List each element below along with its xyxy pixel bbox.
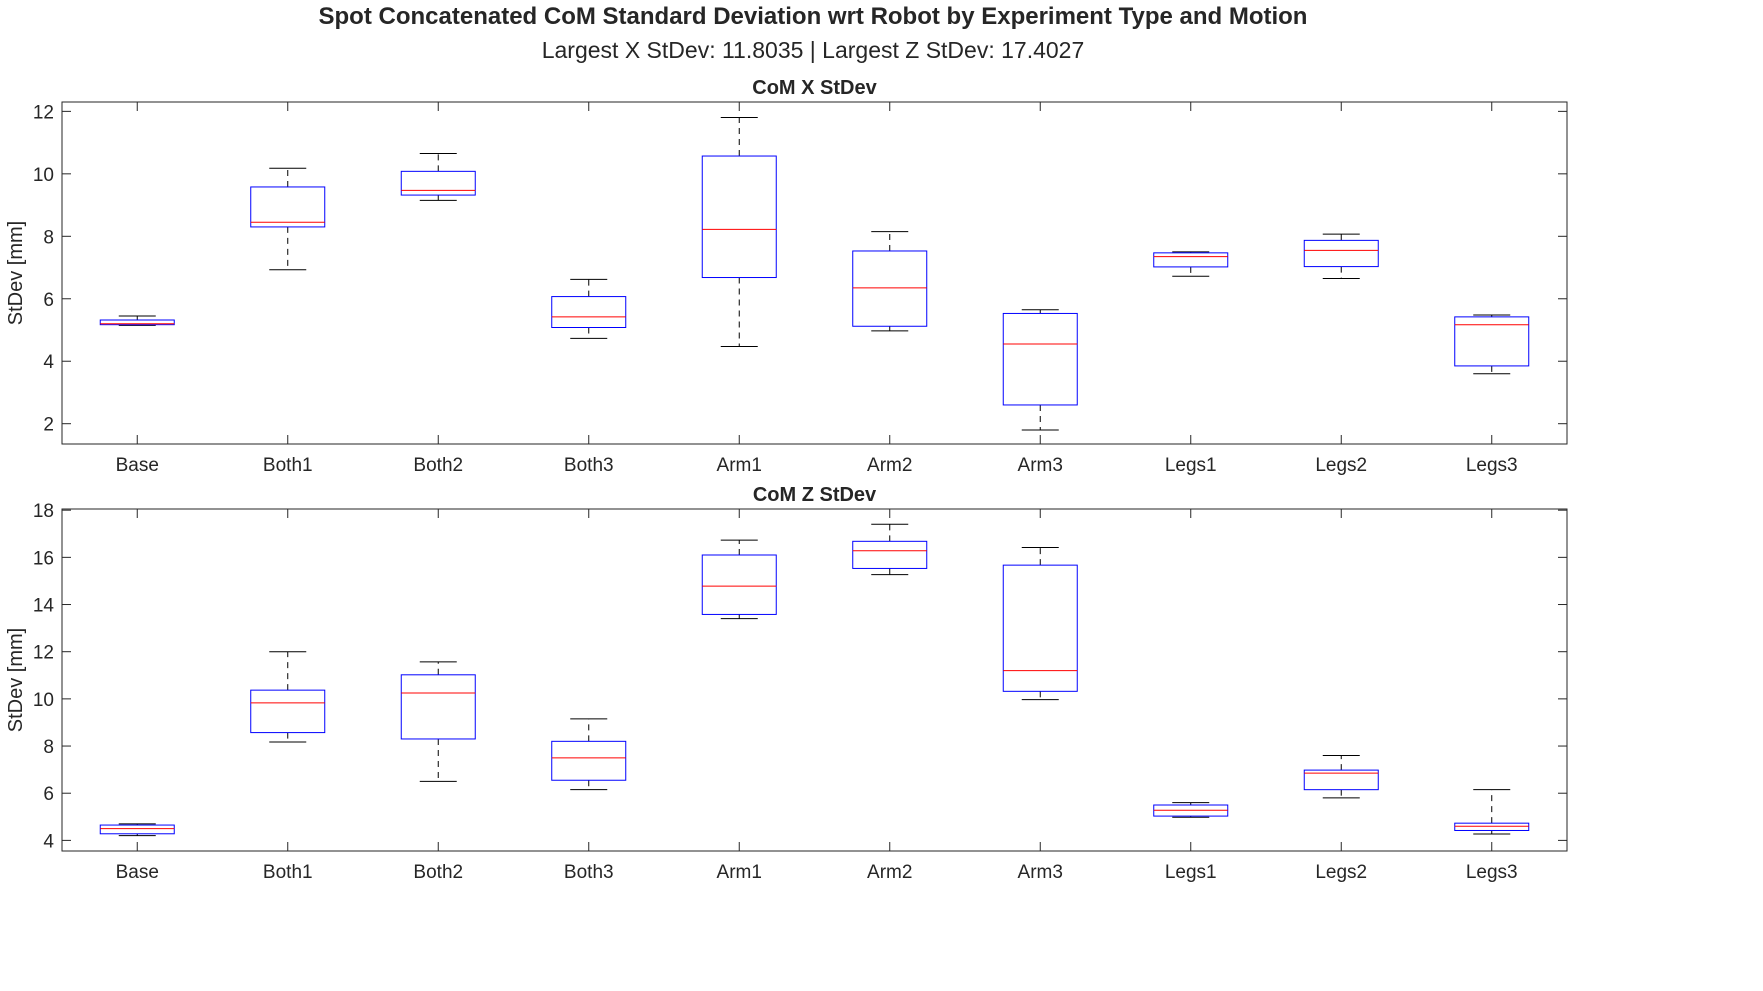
iqr-box	[1303, 239, 1379, 268]
y-tick-label: 12	[33, 643, 54, 664]
figure-title: Spot Concatenated CoM Standard Deviation…	[318, 3, 1308, 30]
x-tick-label: Legs1	[1165, 862, 1217, 883]
iqr-box	[1454, 822, 1530, 831]
y-tick-label: 14	[33, 596, 55, 617]
x-tick-label: Legs3	[1466, 862, 1518, 883]
iqr-box	[701, 554, 777, 615]
x-tick-label: Both1	[263, 862, 313, 883]
box-legs3	[1454, 314, 1530, 375]
x-tick-label: Arm1	[717, 862, 762, 883]
subplot-title: CoM Z StDev	[753, 484, 877, 506]
iqr-box	[1002, 312, 1078, 406]
box-base	[99, 823, 175, 837]
iqr-box	[551, 740, 627, 781]
subplot-1: 2 4 6 8 10 12 Base Both1 Both2 Both3 Arm1 Arm2 Arm3 L…	[5, 77, 1568, 476]
iqr-box	[250, 186, 326, 228]
box-legs1	[1153, 251, 1229, 277]
y-tick-label: 4	[43, 352, 54, 373]
box-arm2	[852, 231, 928, 332]
y-tick-label: 16	[33, 548, 54, 569]
box-both3	[551, 278, 627, 339]
y-tick-label: 10	[33, 690, 54, 711]
x-tick-label: Both2	[413, 862, 463, 883]
figure-subtitle: Largest X StDev: 11.8035 | Largest Z StD…	[541, 37, 1085, 63]
box-both1	[250, 167, 326, 271]
axes-frame	[61, 101, 1568, 445]
x-tick-label: Arm2	[867, 862, 912, 883]
box-arm3	[1002, 546, 1078, 701]
box-arm2	[852, 523, 928, 576]
x-tick-label: Both2	[413, 455, 463, 476]
x-tick-label: Legs1	[1165, 455, 1217, 476]
y-tick-label: 6	[43, 290, 54, 311]
x-tick-label: Arm3	[1018, 455, 1063, 476]
x-tick-label: Both3	[564, 862, 614, 883]
x-tick-label: Legs3	[1466, 455, 1518, 476]
box-both2	[400, 661, 476, 782]
iqr-box	[701, 155, 777, 279]
x-tick-label: Base	[116, 455, 159, 476]
y-tick-label: 2	[43, 415, 54, 436]
box-legs2	[1303, 233, 1379, 279]
y-tick-label: 6	[43, 784, 54, 805]
iqr-box	[551, 296, 627, 329]
box-both2	[400, 153, 476, 201]
y-axis-label: StDev [mm]	[5, 628, 27, 732]
iqr-box	[99, 824, 175, 835]
subplot-title: CoM X StDev	[752, 77, 877, 99]
box-legs1	[1153, 802, 1229, 818]
x-tick-label: Both1	[263, 455, 313, 476]
y-tick-label: 10	[33, 165, 54, 186]
box-base	[99, 315, 175, 326]
iqr-box	[400, 170, 476, 196]
axes-frame	[61, 508, 1568, 852]
y-tick-label: 12	[33, 102, 54, 123]
x-tick-label: Legs2	[1315, 455, 1367, 476]
iqr-box	[1153, 252, 1229, 268]
y-tick-label: 4	[43, 831, 54, 852]
y-tick-label: 8	[43, 227, 54, 248]
box-arm3	[1002, 309, 1078, 431]
y-tick-label: 18	[33, 501, 54, 522]
box-arm1	[701, 117, 777, 348]
box-legs2	[1303, 754, 1379, 799]
iqr-box	[852, 250, 928, 327]
iqr-box	[1303, 769, 1379, 791]
x-tick-label: Arm2	[867, 455, 912, 476]
x-tick-label: Arm3	[1018, 862, 1063, 883]
iqr-box	[1454, 316, 1530, 367]
iqr-box	[99, 319, 175, 326]
box-arm1	[701, 539, 777, 620]
y-axis-label: StDev [mm]	[5, 221, 27, 325]
subplot-2: 4 6 8 10 12 14 16 18 Base Both1 Both2 Both3 Arm1 Arm2…	[5, 484, 1568, 883]
iqr-box	[400, 674, 476, 740]
iqr-box	[852, 540, 928, 569]
box-both3	[551, 718, 627, 791]
x-tick-label: Both3	[564, 455, 614, 476]
x-tick-label: Base	[116, 862, 159, 883]
iqr-box	[250, 689, 326, 734]
y-tick-label: 8	[43, 737, 54, 758]
box-legs3	[1454, 789, 1530, 835]
box-both1	[250, 651, 326, 743]
x-tick-label: Legs2	[1315, 862, 1367, 883]
x-tick-label: Arm1	[717, 455, 762, 476]
iqr-box	[1002, 564, 1078, 692]
